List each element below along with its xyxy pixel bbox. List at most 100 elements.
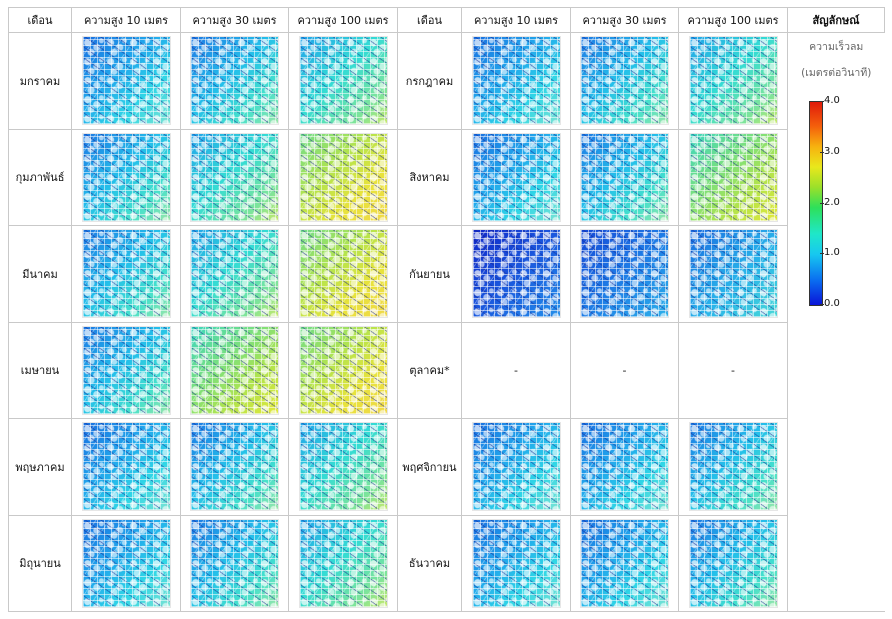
wind-map-image (298, 36, 388, 126)
header-height-30-right: ความสูง 30 เมตร (570, 7, 679, 33)
wind-map-image (81, 325, 171, 415)
month-label-right: กรกฎาคม (397, 32, 462, 130)
wind-map-image (190, 325, 279, 415)
map-cell-right-30m (570, 225, 679, 323)
table-row: มิถุนายน ธันวาคม (8, 514, 885, 612)
map-cell-left-10m (71, 225, 181, 323)
header-legend: สัญลักษณ์ (787, 7, 885, 33)
legend-tick-label: 2.0 (820, 196, 840, 208)
table-row: มกราคม กรกฎาคม ความเร็วลม (เมตรต่อวินาที) 4.… (8, 32, 885, 612)
map-cell-left-30m (180, 321, 289, 419)
map-cell-left-10m (71, 128, 181, 226)
map-cell-right-100m (678, 32, 788, 130)
wind-map-image (580, 229, 669, 319)
wind-map-image (190, 422, 279, 512)
wind-map-image (471, 518, 561, 608)
table-row: กุมภาพันธ์ สิงหาคม (8, 128, 885, 226)
map-cell-left-100m (288, 514, 398, 612)
no-data-dash: - (731, 363, 735, 377)
map-cell-left-30m (180, 225, 289, 323)
month-label-right: กันยายน (397, 225, 462, 323)
wind-map-image (471, 132, 561, 222)
map-cell-left-10m (71, 514, 181, 612)
month-label-left: มิถุนายน (8, 514, 72, 612)
wind-map-image (81, 36, 171, 126)
wind-map-image (190, 229, 279, 319)
map-cell-left-10m (71, 32, 181, 130)
wind-map-image (298, 132, 388, 222)
month-label-right: พฤศจิกายน (397, 418, 462, 516)
map-cell-left-100m (288, 321, 398, 419)
wind-map-image (81, 422, 171, 512)
no-data-cell: - (678, 321, 788, 419)
wind-speed-legend: ความเร็วลม (เมตรต่อวินาที) 4.0 3.0 2.0 1.0 0.0 (788, 39, 885, 339)
month-label-left: มกราคม (8, 32, 72, 130)
map-cell-left-100m (288, 32, 398, 130)
legend-tick-label: 3.0 (820, 145, 840, 157)
month-label-left: เมษายน (8, 321, 72, 419)
map-cell-left-30m (180, 128, 289, 226)
no-data-cell: - (461, 321, 571, 419)
wind-map-image (580, 132, 669, 222)
map-cell-right-30m (570, 128, 679, 226)
wind-map-image (688, 518, 778, 608)
wind-map-image (81, 518, 171, 608)
header-month-left: เดือน (8, 7, 72, 33)
header-height-10-left: ความสูง 10 เมตร (71, 7, 181, 33)
map-cell-right-100m (678, 225, 788, 323)
wind-map-image (471, 229, 561, 319)
header-height-30-left: ความสูง 30 เมตร (180, 7, 289, 33)
no-data-dash: - (514, 363, 518, 377)
wind-map-image (471, 36, 561, 126)
header-height-100-left: ความสูง 100 เมตร (288, 7, 398, 33)
wind-map-image (580, 422, 669, 512)
wind-map-image (471, 422, 561, 512)
wind-map-image (688, 132, 778, 222)
legend-tick-label: 1.0 (820, 247, 840, 259)
map-cell-right-10m (461, 128, 571, 226)
legend-unit: (เมตรต่อวินาที) (801, 67, 872, 79)
header-month-right: เดือน (397, 7, 462, 33)
wind-map-image (81, 229, 171, 319)
map-cell-left-100m (288, 225, 398, 323)
legend-colorbar (809, 101, 823, 306)
header-height-100-right: ความสูง 100 เมตร (678, 7, 788, 33)
month-label-left: กุมภาพันธ์ (8, 128, 72, 226)
legend-tick-label: 0.0 (820, 298, 840, 309)
map-cell-left-10m (71, 418, 181, 516)
wind-map-image (190, 36, 279, 126)
map-cell-right-10m (461, 32, 571, 130)
no-data-cell: - (570, 321, 679, 419)
wind-map-image (298, 229, 388, 319)
month-label-right: สิงหาคม (397, 128, 462, 226)
wind-map-image (81, 132, 171, 222)
legend-title: ความเร็วลม (809, 41, 864, 53)
map-cell-right-100m (678, 418, 788, 516)
wind-map-image (298, 422, 388, 512)
month-label-right: ธันวาคม (397, 514, 462, 612)
table-row: พฤษภาคม พฤศจิกายน (8, 418, 885, 516)
month-label-left: มีนาคม (8, 225, 72, 323)
month-label-left: พฤษภาคม (8, 418, 72, 516)
header-height-10-right: ความสูง 10 เมตร (461, 7, 571, 33)
wind-map-image (298, 325, 388, 415)
map-cell-left-10m (71, 321, 181, 419)
map-cell-right-100m (678, 514, 788, 612)
wind-map-image (688, 36, 778, 126)
map-cell-right-100m (678, 128, 788, 226)
wind-map-table: เดือน ความสูง 10 เมตร ความสูง 30 เมตร คว… (8, 7, 885, 612)
wind-map-image (298, 518, 388, 608)
no-data-dash: - (622, 363, 627, 377)
wind-map-image (688, 229, 778, 319)
map-cell-right-10m (461, 514, 571, 612)
map-cell-left-100m (288, 128, 398, 226)
map-cell-left-30m (180, 514, 289, 612)
table-row: เมษายน ตุลาคม* - - - (8, 321, 885, 419)
map-cell-right-10m (461, 225, 571, 323)
map-cell-left-30m (180, 418, 289, 516)
map-cell-right-30m (570, 514, 679, 612)
header-row: เดือน ความสูง 10 เมตร ความสูง 30 เมตร คว… (8, 7, 885, 33)
legend-cell: ความเร็วลม (เมตรต่อวินาที) 4.0 3.0 2.0 1.0 0.0 (787, 32, 885, 612)
map-cell-right-10m (461, 418, 571, 516)
wind-map-image (580, 36, 669, 126)
